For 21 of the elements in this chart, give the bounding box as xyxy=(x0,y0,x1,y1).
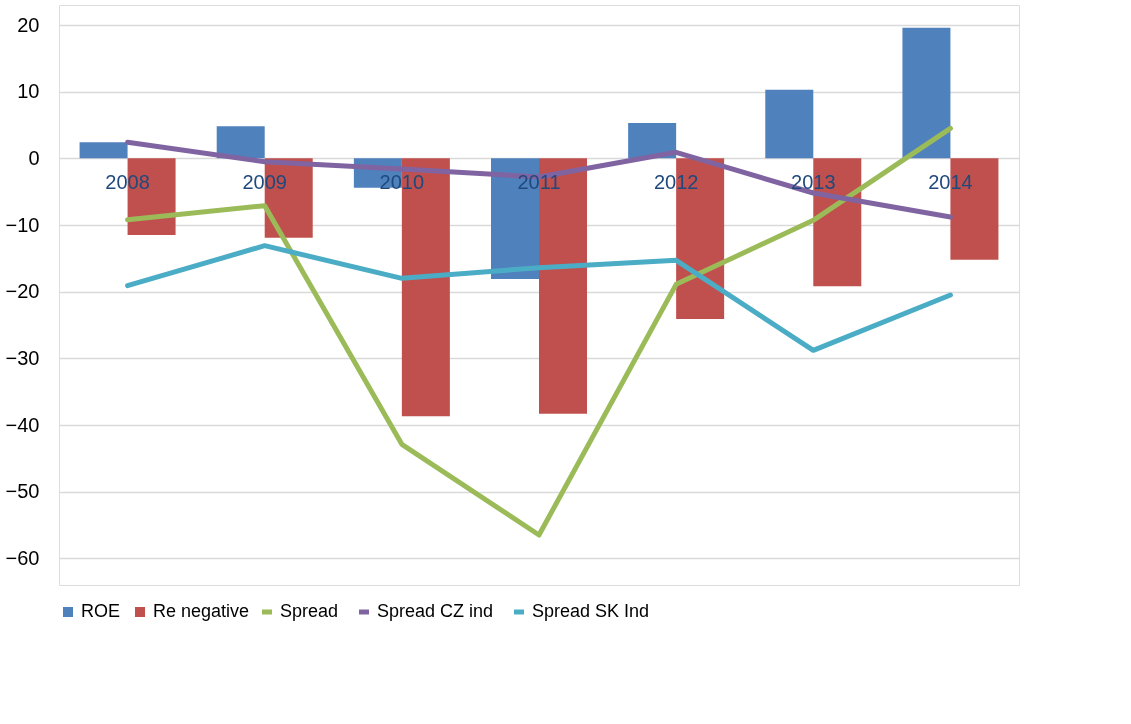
bar xyxy=(628,123,677,159)
y-tick-label: 10 xyxy=(17,80,40,103)
y-tick-label: −40 xyxy=(5,413,40,436)
legend-label: ROE xyxy=(81,601,121,621)
bar xyxy=(216,126,265,159)
legend-label: Spread SK Ind xyxy=(532,601,650,621)
y-tick-label: 20 xyxy=(17,13,40,36)
y-tick-label: 0 xyxy=(28,146,40,169)
y-tick-label: −10 xyxy=(5,213,40,236)
x-tick-label: 2008 xyxy=(105,170,150,193)
bar xyxy=(902,27,951,159)
bar xyxy=(765,89,814,159)
legend-label: Spread xyxy=(280,601,339,621)
y-tick-label: −20 xyxy=(5,280,40,303)
y-tick-label: −30 xyxy=(5,346,40,369)
legend-label: Re negative xyxy=(153,601,250,621)
x-tick-label: 2014 xyxy=(928,170,973,193)
legend-label: Spread CZ ind xyxy=(377,601,494,621)
y-tick-label: −50 xyxy=(5,480,40,503)
bar xyxy=(79,142,128,159)
y-tick-label: −60 xyxy=(5,546,40,569)
